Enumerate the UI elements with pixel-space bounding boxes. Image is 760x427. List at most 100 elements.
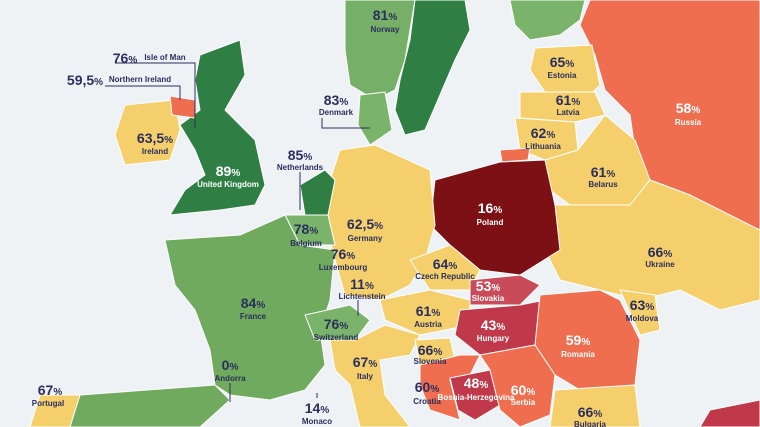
region-name: Netherlands bbox=[277, 163, 324, 172]
value-number: 76 bbox=[331, 246, 347, 262]
value-number: 64 bbox=[433, 256, 449, 272]
value-number: 59 bbox=[566, 332, 582, 348]
region-name: Slovakia bbox=[472, 294, 505, 303]
region-value: 67% bbox=[38, 382, 63, 398]
ukraine-shape bbox=[544, 179, 760, 311]
region-name: Austria bbox=[414, 320, 442, 329]
moldova-shape bbox=[619, 289, 661, 336]
region-name: Belgium bbox=[290, 239, 322, 248]
value-unit: % bbox=[581, 337, 590, 348]
region-value: 76% bbox=[113, 50, 138, 66]
value-number: 63,5 bbox=[137, 130, 164, 146]
value-unit: % bbox=[496, 322, 505, 333]
value-unit: % bbox=[479, 380, 488, 391]
value-unit: % bbox=[448, 261, 457, 272]
region-name: Serbia bbox=[511, 398, 536, 407]
region-value: 43% bbox=[481, 317, 506, 333]
spain-shape bbox=[64, 384, 231, 427]
value-number: 16 bbox=[478, 200, 494, 216]
labels: 81% Norway 76% Isle of Man 59,5% Northern Ire… bbox=[32, 7, 702, 427]
value-number: 43 bbox=[481, 317, 497, 333]
value-unit: % bbox=[94, 77, 103, 88]
value-unit: % bbox=[606, 169, 615, 180]
value-number: 48 bbox=[464, 375, 480, 391]
region-value: 59% bbox=[566, 332, 591, 348]
region-value: 85% bbox=[288, 147, 313, 163]
region-value: 11% bbox=[350, 276, 374, 292]
value-number: 66 bbox=[418, 342, 434, 358]
leader-line bbox=[115, 62, 196, 128]
value-number: 67 bbox=[38, 382, 54, 398]
region-value: 66% bbox=[578, 404, 603, 420]
region-name: Poland bbox=[477, 218, 504, 227]
region-name: Italy bbox=[357, 372, 374, 381]
denmark-shape bbox=[357, 91, 393, 146]
region-name: Bosnia-Herzegovina bbox=[438, 393, 515, 402]
region-name: Bulgaria bbox=[574, 420, 607, 427]
region-name: Monaco bbox=[302, 417, 332, 426]
region-value: 63% bbox=[630, 297, 655, 313]
region-value: 83% bbox=[324, 92, 349, 108]
value-unit: % bbox=[546, 130, 555, 141]
region-name: Moldova bbox=[626, 314, 659, 323]
region-value: 76% bbox=[324, 316, 349, 332]
value-unit: % bbox=[346, 251, 355, 262]
value-unit: % bbox=[53, 387, 62, 398]
region-value: 48% bbox=[464, 375, 489, 391]
value-unit: % bbox=[571, 97, 580, 108]
region-value: 78% bbox=[294, 221, 319, 237]
region-name: Lithuania bbox=[525, 142, 561, 151]
region-name: Northern Ireland bbox=[109, 75, 171, 84]
region-name: Russia bbox=[675, 118, 702, 127]
value-number: 61 bbox=[591, 164, 607, 180]
bulgaria-shape bbox=[549, 384, 641, 427]
region-value: 65% bbox=[550, 54, 575, 70]
turkey-shape bbox=[699, 399, 760, 427]
value-number: 78 bbox=[294, 221, 310, 237]
value-unit: % bbox=[526, 387, 535, 398]
value-unit: % bbox=[663, 249, 672, 260]
region-value: 76% bbox=[331, 246, 356, 262]
region-name: France bbox=[240, 312, 267, 321]
region-value: 63,5% bbox=[137, 130, 173, 146]
region-name: Latvia bbox=[556, 108, 580, 117]
poland-shape bbox=[429, 159, 561, 276]
region-value: 61% bbox=[556, 92, 581, 108]
region-name: Czech Republic bbox=[415, 272, 475, 281]
value-unit: % bbox=[431, 308, 440, 319]
value-number: 59,5 bbox=[67, 72, 94, 88]
value-number: 89 bbox=[216, 163, 232, 179]
value-unit: % bbox=[229, 362, 238, 373]
value-number: 65 bbox=[550, 54, 566, 70]
region-value: 62,5% bbox=[347, 216, 383, 232]
value-unit: % bbox=[309, 226, 318, 237]
region-name: Luxembourg bbox=[319, 263, 368, 272]
value-number: 63 bbox=[630, 297, 646, 313]
region-value: 89% bbox=[216, 163, 241, 179]
region-value: 66% bbox=[418, 342, 443, 358]
value-number: 61 bbox=[556, 92, 572, 108]
region-name: Ukraine bbox=[645, 260, 675, 269]
region-name: Denmark bbox=[319, 108, 354, 117]
value-unit: % bbox=[339, 321, 348, 332]
value-number: 85 bbox=[288, 147, 304, 163]
region-name: Portugal bbox=[32, 399, 64, 408]
value-unit: % bbox=[493, 205, 502, 216]
region-value: 61% bbox=[416, 303, 441, 319]
region-value: 84% bbox=[241, 295, 266, 311]
value-unit: % bbox=[339, 97, 348, 108]
region-name: Switzerland bbox=[314, 333, 359, 342]
value-unit: % bbox=[491, 283, 500, 294]
estonia-shape bbox=[529, 44, 601, 96]
region-value: 59,5% bbox=[67, 72, 103, 88]
value-unit: % bbox=[231, 168, 240, 179]
value-number: 53 bbox=[476, 278, 492, 294]
value-number: 62,5 bbox=[347, 216, 374, 232]
region-name: Lichtenstein bbox=[338, 292, 385, 301]
value-unit: % bbox=[388, 12, 397, 23]
region-name: Andorra bbox=[214, 374, 246, 383]
kaliningrad-shape bbox=[499, 147, 531, 163]
value-unit: % bbox=[645, 302, 654, 313]
bosnia-shape bbox=[449, 369, 501, 421]
